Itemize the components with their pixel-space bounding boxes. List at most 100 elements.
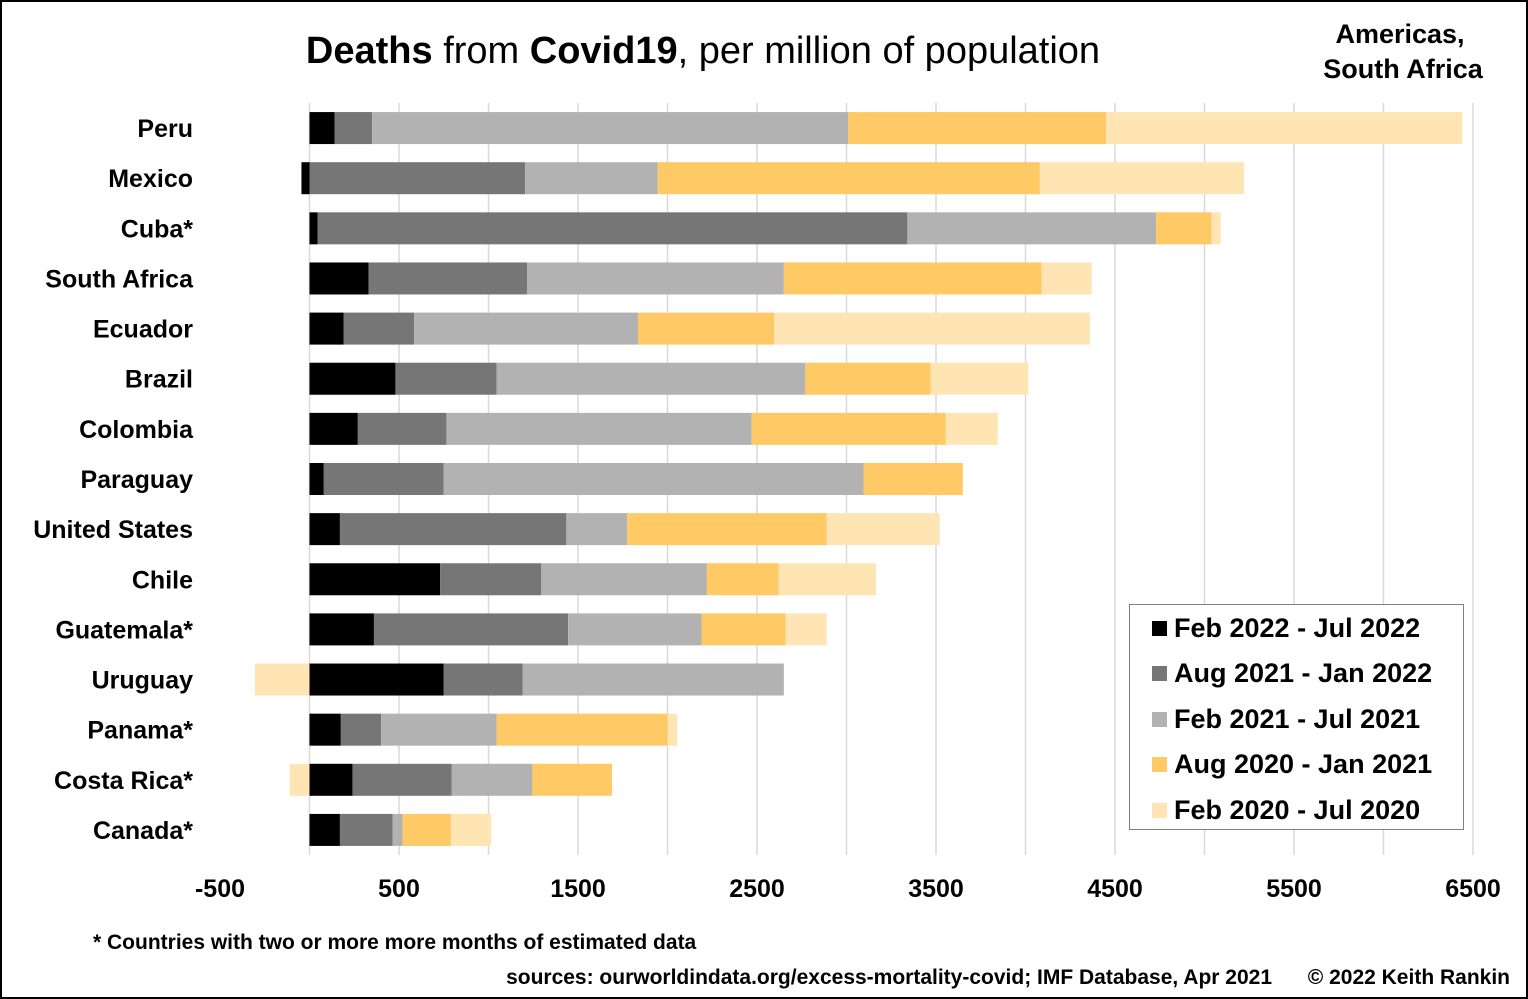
bar-segment	[309, 713, 341, 746]
bar-segment	[357, 412, 447, 445]
x-tick-label: 6500	[1445, 875, 1501, 903]
bar-segment	[309, 563, 441, 596]
category-label: Mexico	[108, 165, 193, 193]
legend-label: Feb 2021 - Jul 2021	[1174, 703, 1421, 734]
bar-segment	[907, 212, 1157, 245]
x-tick-labels: -500 500 1500 2500 3500 4500 5500 6500	[195, 875, 1501, 903]
bar-segment	[340, 713, 382, 746]
legend-label: Aug 2020 - Jan 2021	[1174, 749, 1433, 779]
legend-swatch	[1152, 666, 1167, 681]
bar-segment	[525, 162, 658, 195]
bar-segment	[522, 663, 784, 696]
bar-segment	[309, 262, 369, 295]
title-part-from: from	[433, 30, 530, 72]
x-tick-label: 5500	[1266, 875, 1322, 903]
region-line-1: Americas,	[1335, 19, 1464, 49]
x-tick-label: 3500	[908, 875, 964, 903]
bar-segment	[1106, 112, 1463, 145]
bar-segment	[414, 312, 638, 345]
bar-segment	[496, 713, 668, 746]
x-tick-label: 4500	[1087, 875, 1143, 903]
legend-item: Feb 2020 - Jul 2020	[1152, 795, 1420, 825]
bar-segment	[309, 112, 335, 145]
bar-segment	[317, 212, 908, 245]
category-label: Guatemala*	[55, 616, 193, 644]
bar-segment	[309, 212, 318, 245]
legend-item: Aug 2021 - Jan 2022	[1152, 658, 1432, 689]
bar-segment	[309, 613, 374, 646]
bar-segment	[381, 713, 497, 746]
bar-segment	[309, 312, 344, 345]
category-label: Colombia	[79, 416, 194, 444]
bar-segment	[1156, 212, 1212, 245]
bar-segment	[352, 763, 452, 796]
legend-swatch	[1152, 711, 1167, 727]
bar-segment	[254, 663, 310, 696]
bar-segment	[785, 613, 827, 646]
category-labels: Peru Mexico Cuba* South Africa Ecuador Brazil…	[33, 115, 194, 845]
bar-segment	[309, 463, 324, 495]
bar-segment	[848, 112, 1107, 145]
category-label: Paraguay	[80, 466, 193, 494]
bar-segment	[373, 613, 569, 646]
bar-segment	[701, 613, 786, 646]
category-label: Chile	[132, 566, 193, 594]
bar-segment	[309, 412, 358, 445]
bar-segment	[309, 763, 353, 796]
bar-segment	[323, 463, 444, 495]
bar-segment	[1039, 162, 1244, 195]
category-label: Canada*	[93, 817, 193, 845]
bar-segment	[778, 563, 877, 596]
bar-segment	[343, 312, 415, 345]
category-label: Panama*	[87, 717, 193, 745]
bar-segment	[532, 763, 613, 796]
title-part-covid: Covid19	[530, 30, 678, 72]
bar-segment	[368, 262, 527, 295]
category-label: United States	[33, 516, 193, 544]
chart-title: Deaths from Covid19, per million of popu…	[306, 30, 1100, 72]
sources-text: sources: ourworldindata.org/excess-morta…	[506, 966, 1272, 989]
legend-swatch	[1152, 757, 1167, 772]
region-line-2: South Africa	[1323, 54, 1483, 84]
bar-segment	[451, 763, 533, 796]
bar-segment	[372, 112, 849, 145]
legend-swatch	[1152, 620, 1167, 636]
bar-segment	[751, 412, 946, 445]
category-label: Peru	[137, 115, 193, 143]
bar-segment	[392, 813, 403, 846]
x-tick-label: -500	[195, 875, 245, 903]
bar-segment	[826, 513, 940, 546]
bar-segment	[301, 162, 310, 195]
bar-segment	[1041, 262, 1092, 295]
category-label: Ecuador	[93, 316, 193, 344]
legend-swatch	[1152, 802, 1167, 818]
x-tick-label: 2500	[729, 875, 785, 903]
bar-segment	[309, 362, 396, 395]
x-tick-label: 1500	[550, 875, 606, 903]
category-label: Brazil	[125, 366, 193, 394]
bar-segment	[657, 162, 1040, 195]
bar-segment	[706, 563, 779, 596]
bar-segment	[863, 463, 963, 495]
bar-segment	[667, 713, 678, 746]
bar-segment	[450, 813, 492, 846]
category-label: Cuba*	[121, 215, 194, 243]
bar-segment	[443, 663, 523, 696]
bar-segment	[774, 312, 1090, 345]
bar-segment	[440, 563, 542, 596]
category-label: Costa Rica*	[54, 767, 193, 795]
bar-segment	[627, 513, 827, 546]
bar-segment	[541, 563, 707, 596]
bar-segment	[637, 312, 775, 345]
bar-segment	[395, 362, 497, 395]
title-part-deaths: Deaths	[306, 30, 433, 72]
bar-segment	[309, 162, 526, 195]
legend-label: Feb 2022 - Jul 2022	[1174, 612, 1421, 643]
bar-segment	[309, 663, 444, 696]
bar-segment	[289, 763, 310, 796]
bar-segment	[496, 362, 806, 395]
category-label: South Africa	[45, 265, 194, 293]
bar-segment	[526, 262, 784, 295]
x-tick-label: 500	[378, 875, 420, 903]
